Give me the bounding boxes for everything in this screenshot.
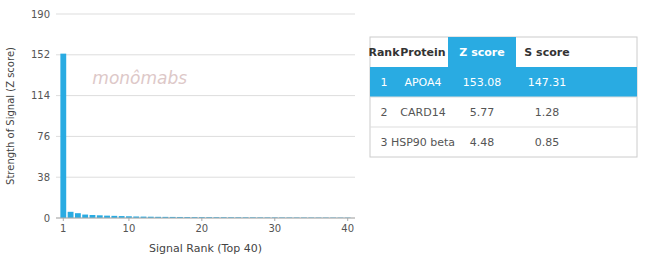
table-cell: APOA4 [404,76,441,89]
watermark: monômabs [92,68,187,88]
bar [82,215,88,218]
bars [60,54,350,218]
bar [60,54,66,218]
grid-line [56,95,355,96]
table-cell: CARD14 [400,106,445,119]
table-cell: 1.28 [535,106,560,119]
table-cell: 4.48 [470,136,495,149]
x-tick-label: 1 [60,223,66,234]
x-tick-label: 40 [341,223,354,234]
table-header: Rank [368,46,400,59]
chart: 0 38 76 114 152 190 monômabs 1 10 20 30 40 Signal Ra… [0,0,650,262]
y-grid [56,14,355,218]
y-axis-label: Strength of Signal (Z score) [5,47,16,185]
grid-line [56,177,355,178]
table-cell: 0.85 [535,136,560,149]
x-tick-label: 10 [123,223,136,234]
table-header: S score [524,46,569,59]
x-tick-label: 30 [268,223,281,234]
grid-line [56,14,355,15]
y-tick-label: 76 [37,131,50,142]
x-tick [63,218,64,221]
y-tick-label: 152 [31,49,50,60]
x-tick [274,218,275,221]
y-tick-label: 114 [31,90,50,101]
y-tick-label: 38 [37,172,50,183]
x-axis-label: Signal Rank (Top 40) [149,242,262,255]
x-tick-label: 20 [195,223,208,234]
x-tick [201,218,202,221]
table-header-highlight [448,37,516,67]
y-tick-label: 190 [31,9,50,20]
table-separator [370,127,637,128]
table-cell: 147.31 [528,76,567,89]
x-tick [347,218,348,221]
table-row-highlight [370,67,637,97]
bar [68,212,74,218]
table-frame [370,37,637,157]
table-cell: 3 [381,136,388,149]
grid-line [56,54,355,55]
table-cell: HSP90 beta [391,136,455,149]
table: RankProtein Z score S score 1 APOA4 153.08 147… [368,37,637,157]
grid-line [56,218,355,219]
bar [75,213,81,218]
table-cell: 1 [381,76,388,89]
y-tick-label: 0 [44,213,50,224]
table-cell: 2 [381,106,388,119]
grid-line [56,136,355,137]
table-cell: 5.77 [470,106,495,119]
table-separator [370,97,637,98]
table-header: Z score [459,46,504,59]
x-tick [128,218,129,221]
table-header: Protein [400,46,445,59]
table-cell: 153.08 [463,76,502,89]
x-axis-line [56,218,355,219]
